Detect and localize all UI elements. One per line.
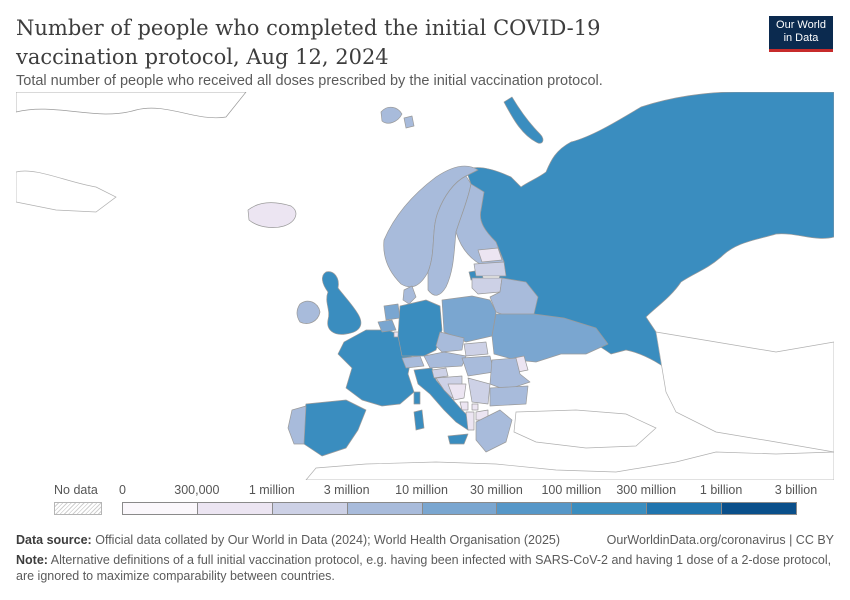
legend-bin-swatch[interactable] <box>721 502 797 515</box>
serbia <box>467 377 491 405</box>
novaya-zemlya <box>503 96 544 144</box>
bosnia <box>447 383 467 401</box>
footer-note: Note: Alternative definitions of a full … <box>16 553 834 584</box>
caucasus-central-asia <box>655 331 834 453</box>
legend-tick-label: 300 million <box>616 483 677 497</box>
legend-bin-swatch[interactable] <box>346 502 423 515</box>
greece <box>475 409 513 453</box>
finland <box>455 183 505 268</box>
latvia <box>473 261 507 277</box>
france <box>337 329 415 407</box>
legend-tick-label: 0 <box>119 483 126 497</box>
note-label: Note: <box>16 553 48 567</box>
slovenia <box>431 367 449 379</box>
source-label: Data source: <box>16 533 92 547</box>
ireland <box>296 300 321 324</box>
legend-no-data-swatch[interactable] <box>54 502 102 515</box>
legend-tick-label: 1 million <box>248 483 295 497</box>
logo-line-1: Our World <box>776 19 826 31</box>
netherlands <box>383 303 401 321</box>
north-africa <box>305 451 834 480</box>
legend-bin-swatch[interactable] <box>122 502 198 515</box>
svalbard <box>380 106 415 129</box>
chart-subtitle: Total number of people who received all … <box>16 73 603 89</box>
legend-tick-label: 10 million <box>395 483 448 497</box>
owid-logo[interactable]: Our World in Data <box>769 16 833 52</box>
turkey <box>513 409 657 449</box>
austria <box>423 351 467 369</box>
switzerland <box>401 355 425 369</box>
bulgaria <box>489 385 529 407</box>
czechia <box>435 331 465 353</box>
sicily <box>447 433 469 445</box>
legend-bin-swatch[interactable] <box>496 502 573 515</box>
ukraine <box>491 313 609 363</box>
sardinia <box>413 409 425 431</box>
legend-tick-label: 3 billion <box>774 483 818 497</box>
legend-no-data-label: No data <box>54 483 98 497</box>
source-text: Official data collated by Our World in D… <box>95 533 561 547</box>
legend-tick-label: 1 billion <box>699 483 743 497</box>
hungary <box>461 355 495 377</box>
lithuania <box>471 277 503 295</box>
legend-bin-swatch[interactable] <box>571 502 648 515</box>
chart-title: Number of people who completed the initi… <box>16 16 601 69</box>
legend-bin-swatch[interactable] <box>271 502 348 515</box>
legend-bin-swatch[interactable] <box>646 502 723 515</box>
legend-tick-label: 3 million <box>323 483 370 497</box>
legend-bin-swatch[interactable] <box>421 502 498 515</box>
note-text: Alternative definitions of a full initia… <box>16 553 832 583</box>
legend: No data 0 300,000 1 million 3 million 10 mil… <box>0 480 850 520</box>
europe-map[interactable] <box>16 92 834 480</box>
spain <box>301 399 367 457</box>
greenland-coast <box>16 92 247 119</box>
kosovo <box>471 403 479 411</box>
legend-tick-label: 300,000 <box>174 483 220 497</box>
germany <box>397 299 443 357</box>
denmark <box>402 285 417 305</box>
footer-source: Data source: Official data collated by O… <box>16 533 560 547</box>
belgium <box>377 319 397 333</box>
corsica <box>413 391 421 405</box>
estonia <box>477 247 503 263</box>
legend-bin-swatch[interactable] <box>196 502 273 515</box>
united-kingdom <box>322 271 362 335</box>
portugal <box>287 405 307 445</box>
montenegro <box>459 401 469 411</box>
legend-tick-label: 100 million <box>541 483 602 497</box>
iceland <box>247 202 297 228</box>
albania <box>465 411 475 431</box>
slovakia <box>463 341 489 357</box>
legend-tick-label: 30 million <box>470 483 523 497</box>
source-url[interactable]: OurWorldinData.org/coronavirus | CC BY <box>606 533 834 547</box>
canada-outline <box>16 170 117 213</box>
logo-line-2: in Data <box>783 31 819 44</box>
